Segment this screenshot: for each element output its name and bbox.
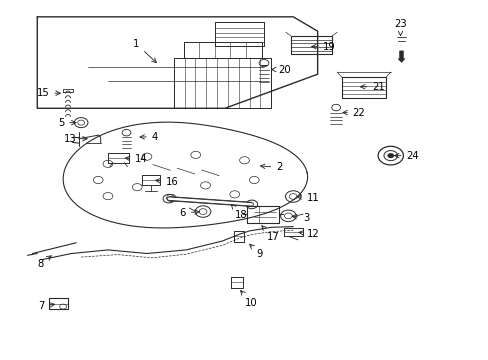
Text: 9: 9 xyxy=(249,244,263,259)
Text: 22: 22 xyxy=(342,108,365,118)
Text: 4: 4 xyxy=(140,132,158,142)
Text: 6: 6 xyxy=(179,208,199,218)
Text: 10: 10 xyxy=(240,291,257,308)
Text: 12: 12 xyxy=(298,229,319,239)
Text: 13: 13 xyxy=(63,134,87,144)
Text: 3: 3 xyxy=(291,213,308,222)
Text: 7: 7 xyxy=(38,301,54,311)
Text: 15: 15 xyxy=(37,88,60,98)
Text: 19: 19 xyxy=(311,42,335,51)
Text: 16: 16 xyxy=(155,177,178,187)
Text: 11: 11 xyxy=(296,193,319,203)
Text: 1: 1 xyxy=(133,39,156,63)
Text: 20: 20 xyxy=(271,64,291,75)
Text: 21: 21 xyxy=(360,82,384,92)
Text: 18: 18 xyxy=(231,204,247,220)
Text: 5: 5 xyxy=(58,118,76,128)
FancyArrow shape xyxy=(397,51,404,62)
Text: 17: 17 xyxy=(261,226,279,242)
Circle shape xyxy=(386,153,393,158)
Text: 2: 2 xyxy=(260,162,282,172)
Text: 8: 8 xyxy=(37,256,51,269)
Text: 23: 23 xyxy=(393,19,406,36)
Text: 24: 24 xyxy=(394,150,418,161)
Text: 14: 14 xyxy=(125,154,147,164)
